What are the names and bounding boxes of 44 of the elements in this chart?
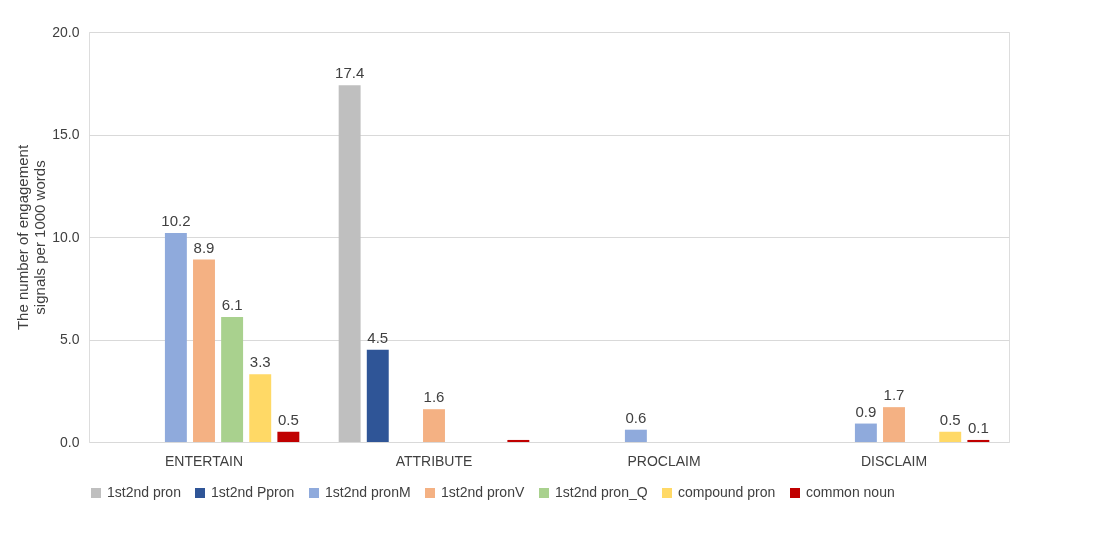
bar: [277, 431, 300, 442]
data-label: 17.4: [335, 64, 365, 82]
data-label: 10.2: [161, 211, 191, 229]
data-label: 0.9: [855, 402, 877, 420]
data-label: 4.5: [367, 328, 389, 346]
data-label: 1.7: [883, 386, 905, 404]
legend-label: 1st2nd pron: [107, 484, 181, 500]
x-tick-label: PROCLAIM: [627, 452, 701, 469]
bar: [249, 374, 272, 442]
legend-label: 1st2nd pronM: [325, 484, 411, 500]
y-tick-label: 15.0: [52, 126, 80, 142]
x-tick-label: ATTRIBUTE: [395, 452, 473, 469]
bar: [967, 439, 990, 442]
data-label: 0.5: [277, 410, 299, 428]
legend-label: compound pron: [678, 484, 776, 500]
legend-label: 1st2nd pronV: [441, 484, 525, 500]
bar: [164, 232, 187, 442]
bar: [338, 85, 361, 442]
data-label: 6.1: [221, 295, 243, 313]
x-tick-label: DISCLAIM: [860, 452, 928, 469]
bar: [193, 259, 215, 442]
legend-label: 1st2nd Ppron: [211, 484, 295, 500]
bar: [423, 409, 445, 442]
y-tick-label: 10.0: [52, 228, 80, 245]
y-tick-label: 0.0: [60, 433, 80, 450]
bar: [507, 439, 530, 442]
data-label: 0.1: [967, 418, 989, 436]
data-label: 0.6: [625, 408, 647, 426]
y-axis-title: The number of engagement signals per 1000 words: [14, 144, 49, 331]
data-label: 8.9: [193, 238, 215, 256]
y-tick-label: 5.0: [60, 331, 80, 347]
bar: [624, 429, 647, 442]
data-label: 1.6: [423, 388, 445, 406]
bar: [366, 349, 389, 442]
y-tick-label: 20.0: [52, 23, 80, 40]
legend-label: common noun: [806, 484, 895, 500]
bar: [221, 316, 244, 442]
bar: [854, 423, 877, 442]
data-label: 3.3: [249, 353, 271, 371]
data-label: 0.5: [939, 410, 961, 428]
bar: [883, 407, 905, 442]
bar: [939, 431, 962, 442]
legend-label: 1st2nd pron_Q: [555, 484, 648, 500]
x-tick-label: ENTERTAIN: [164, 452, 244, 469]
